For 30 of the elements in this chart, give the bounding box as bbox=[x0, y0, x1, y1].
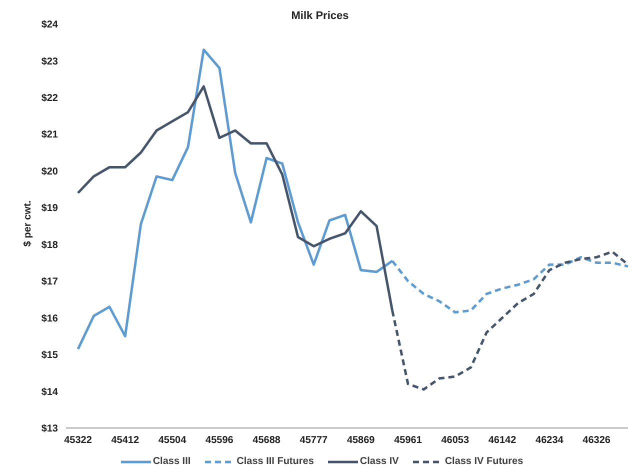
x-tick-label: 45412 bbox=[111, 435, 140, 446]
y-tick-label: $24 bbox=[41, 20, 58, 31]
x-tick-label: 46142 bbox=[488, 435, 517, 446]
y-tick-label: $16 bbox=[41, 313, 58, 324]
y-tick-label: $23 bbox=[41, 56, 58, 68]
y-tick-label: $13 bbox=[41, 424, 58, 435]
x-tick-label: 45504 bbox=[158, 435, 187, 446]
x-tick-label: 46234 bbox=[536, 435, 564, 446]
y-tick-label: $15 bbox=[41, 350, 58, 362]
chart-title: Milk Prices bbox=[291, 10, 349, 22]
legend-label: Class III Futures bbox=[236, 456, 314, 467]
legend-label: Class III bbox=[152, 456, 191, 467]
x-tick-label: 45777 bbox=[300, 435, 328, 446]
x-tick-label: 45869 bbox=[346, 435, 376, 446]
x-tick-label: 46053 bbox=[441, 435, 470, 446]
y-tick-label: $21 bbox=[41, 130, 58, 141]
legend-label: Class IV bbox=[360, 456, 399, 467]
legend-label: Class IV Futures bbox=[444, 456, 524, 467]
y-tick-label: $14 bbox=[41, 386, 58, 398]
x-tick-label: 45596 bbox=[206, 435, 234, 446]
x-tick-label: 45322 bbox=[64, 435, 92, 446]
y-tick-label: $17 bbox=[41, 276, 58, 288]
y-axis-title: $ per cwt. bbox=[22, 199, 34, 249]
y-tick-label: $18 bbox=[41, 240, 58, 251]
y-tick-label: $19 bbox=[41, 203, 58, 214]
x-tick-label: 45961 bbox=[394, 435, 422, 446]
x-tick-label: 45688 bbox=[252, 435, 281, 446]
y-tick-label: $20 bbox=[41, 166, 58, 178]
y-tick-label: $22 bbox=[41, 93, 58, 104]
x-tick-label: 46326 bbox=[582, 435, 611, 446]
